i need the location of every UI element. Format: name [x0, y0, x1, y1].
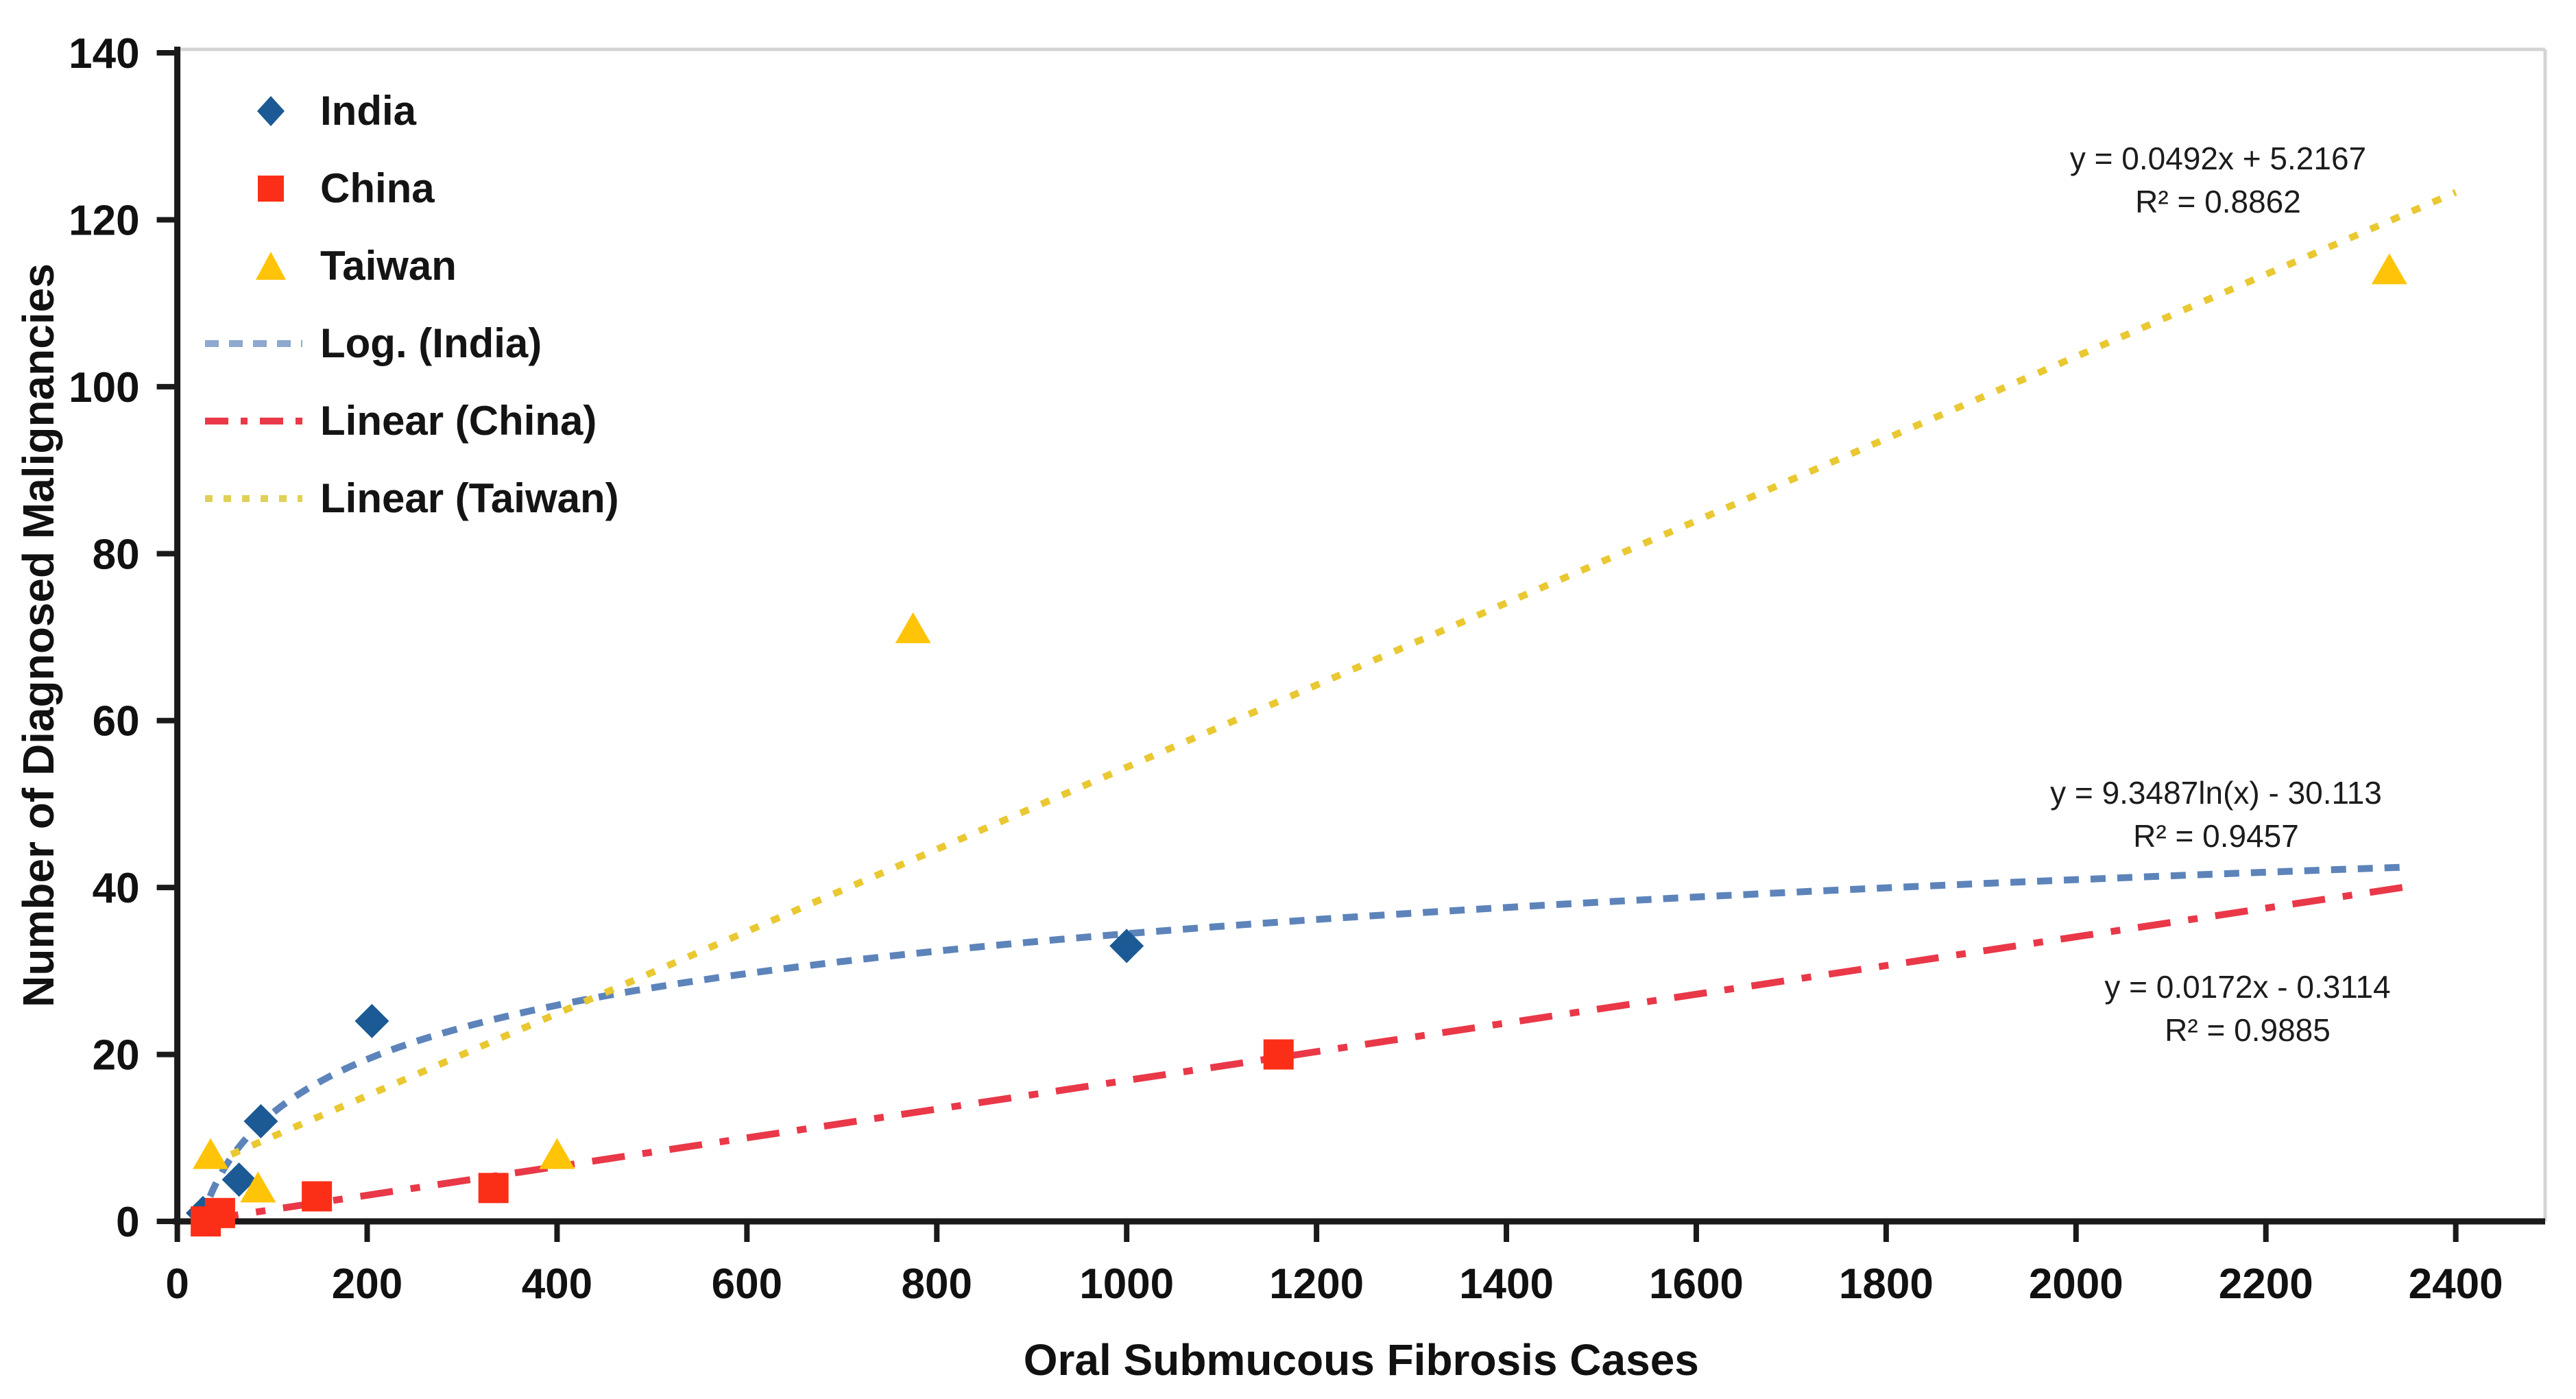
x-tick-label: 0: [165, 1260, 189, 1308]
r-squared-text: R² = 0.9457: [2133, 818, 2299, 854]
trendlines: [197, 189, 2457, 1223]
legend-item-taiwan: Taiwan: [202, 227, 619, 304]
chart-legend: India China Taiwan Log. (India) Linear (…: [202, 72, 619, 537]
legend-item-india: India: [202, 72, 619, 150]
legend-label: Linear (China): [320, 398, 597, 444]
taiwan-data-point: [193, 1138, 229, 1169]
trendline-log-india: [197, 863, 2409, 1223]
legend-label: Taiwan: [320, 243, 457, 289]
x-tick-label: 1600: [1649, 1260, 1744, 1308]
china-square-icon: [202, 168, 305, 209]
y-tick-label: 60: [93, 698, 140, 745]
legend-label: India: [320, 88, 417, 134]
y-tick-label: 40: [93, 865, 140, 912]
dotted-line-glyph: [205, 494, 302, 502]
y-tick-label: 140: [69, 30, 139, 77]
legend-item-log-india: Log. (India): [202, 304, 619, 382]
y-tick-label: 20: [93, 1032, 140, 1079]
taiwan-triangle-icon: [202, 246, 305, 287]
x-tick-label: 1200: [1269, 1260, 1364, 1308]
y-tick-label: 80: [93, 531, 140, 578]
india-data-point: [354, 1003, 389, 1038]
y-tick-label: 100: [69, 364, 139, 411]
legend-label: Linear (Taiwan): [320, 475, 619, 521]
dashdot-line-icon: [202, 400, 305, 442]
legend-item-linear-china: Linear (China): [202, 382, 619, 459]
india-data-point: [221, 1162, 256, 1197]
series-taiwan: [193, 253, 2407, 1203]
taiwan-data-point: [539, 1138, 575, 1169]
china-data-point: [1263, 1039, 1294, 1070]
y-axis-title: Number of Diagnosed Malignancies: [14, 263, 63, 1007]
dashed-line-glyph: [205, 339, 302, 347]
axes: [173, 47, 2545, 1225]
x-axis-title: Oral Submucous Fibrosis Cases: [1024, 1335, 1699, 1385]
r-squared-text: R² = 0.8862: [2135, 184, 2301, 219]
china-data-point: [204, 1197, 235, 1228]
square-glyph: [258, 175, 284, 202]
x-tick-label: 800: [902, 1260, 972, 1308]
x-tick-label: 2200: [2219, 1260, 2313, 1308]
diamond-glyph: [257, 95, 285, 126]
india-data-point: [243, 1103, 278, 1138]
x-tick-label: 2000: [2029, 1260, 2123, 1308]
china-data-point: [302, 1181, 333, 1212]
r-squared-text: R² = 0.9885: [2165, 1012, 2331, 1048]
india-data-point: [1109, 929, 1144, 964]
dashed-line-icon: [202, 323, 305, 364]
dashdot-line-glyph: [205, 417, 302, 425]
taiwan-data-point: [240, 1171, 276, 1203]
x-tick-label: 600: [712, 1260, 782, 1308]
x-tick-label: 1800: [1839, 1260, 1934, 1308]
legend-item-china: China: [202, 150, 619, 227]
axis-titles: Oral Submucous Fibrosis Cases Number of D…: [14, 263, 1699, 1385]
dotted-line-icon: [202, 478, 305, 519]
y-tick-label: 0: [116, 1199, 139, 1246]
x-tick-label: 2400: [2409, 1260, 2503, 1308]
trendline-linear-taiwan: [209, 189, 2457, 1167]
series-china: [191, 1039, 1294, 1236]
equation-text: y = 0.0172x - 0.3114: [2104, 969, 2391, 1005]
trendline-equation-india: y = 9.3487ln(x) - 30.113 R² = 0.9457: [2050, 772, 2382, 858]
x-tick-label: 1000: [1079, 1260, 1174, 1308]
data-points: [185, 253, 2407, 1236]
y-axis-ticks: 0 20 40 60 80 100 120 140: [69, 30, 178, 1246]
india-diamond-icon: [202, 91, 305, 132]
legend-item-linear-taiwan: Linear (Taiwan): [202, 459, 619, 537]
x-tick-label: 1400: [1459, 1260, 1554, 1308]
plot-border: [177, 47, 2547, 1221]
equation-text: y = 9.3487ln(x) - 30.113: [2050, 775, 2382, 811]
trendline-equation-taiwan: y = 0.0492x + 5.2167 R² = 0.8862: [2070, 137, 2366, 224]
x-axis-ticks: 0 200 400 600 800 1000 1200 1400 1600 1800 2000 220…: [165, 1221, 2503, 1308]
triangle-glyph: [256, 251, 286, 280]
x-tick-label: 400: [522, 1260, 592, 1308]
x-tick-label: 200: [332, 1260, 402, 1308]
taiwan-data-point: [895, 612, 931, 643]
trendline-equation-china: y = 0.0172x - 0.3114 R² = 0.9885: [2104, 966, 2390, 1052]
legend-label: Log. (India): [320, 320, 542, 366]
trendline-linear-china: [205, 883, 2409, 1223]
china-data-point: [478, 1173, 509, 1204]
taiwan-data-point: [2371, 253, 2407, 285]
y-tick-label: 120: [69, 197, 139, 244]
legend-label: China: [320, 165, 435, 211]
equation-text: y = 0.0492x + 5.2167: [2069, 141, 2367, 176]
